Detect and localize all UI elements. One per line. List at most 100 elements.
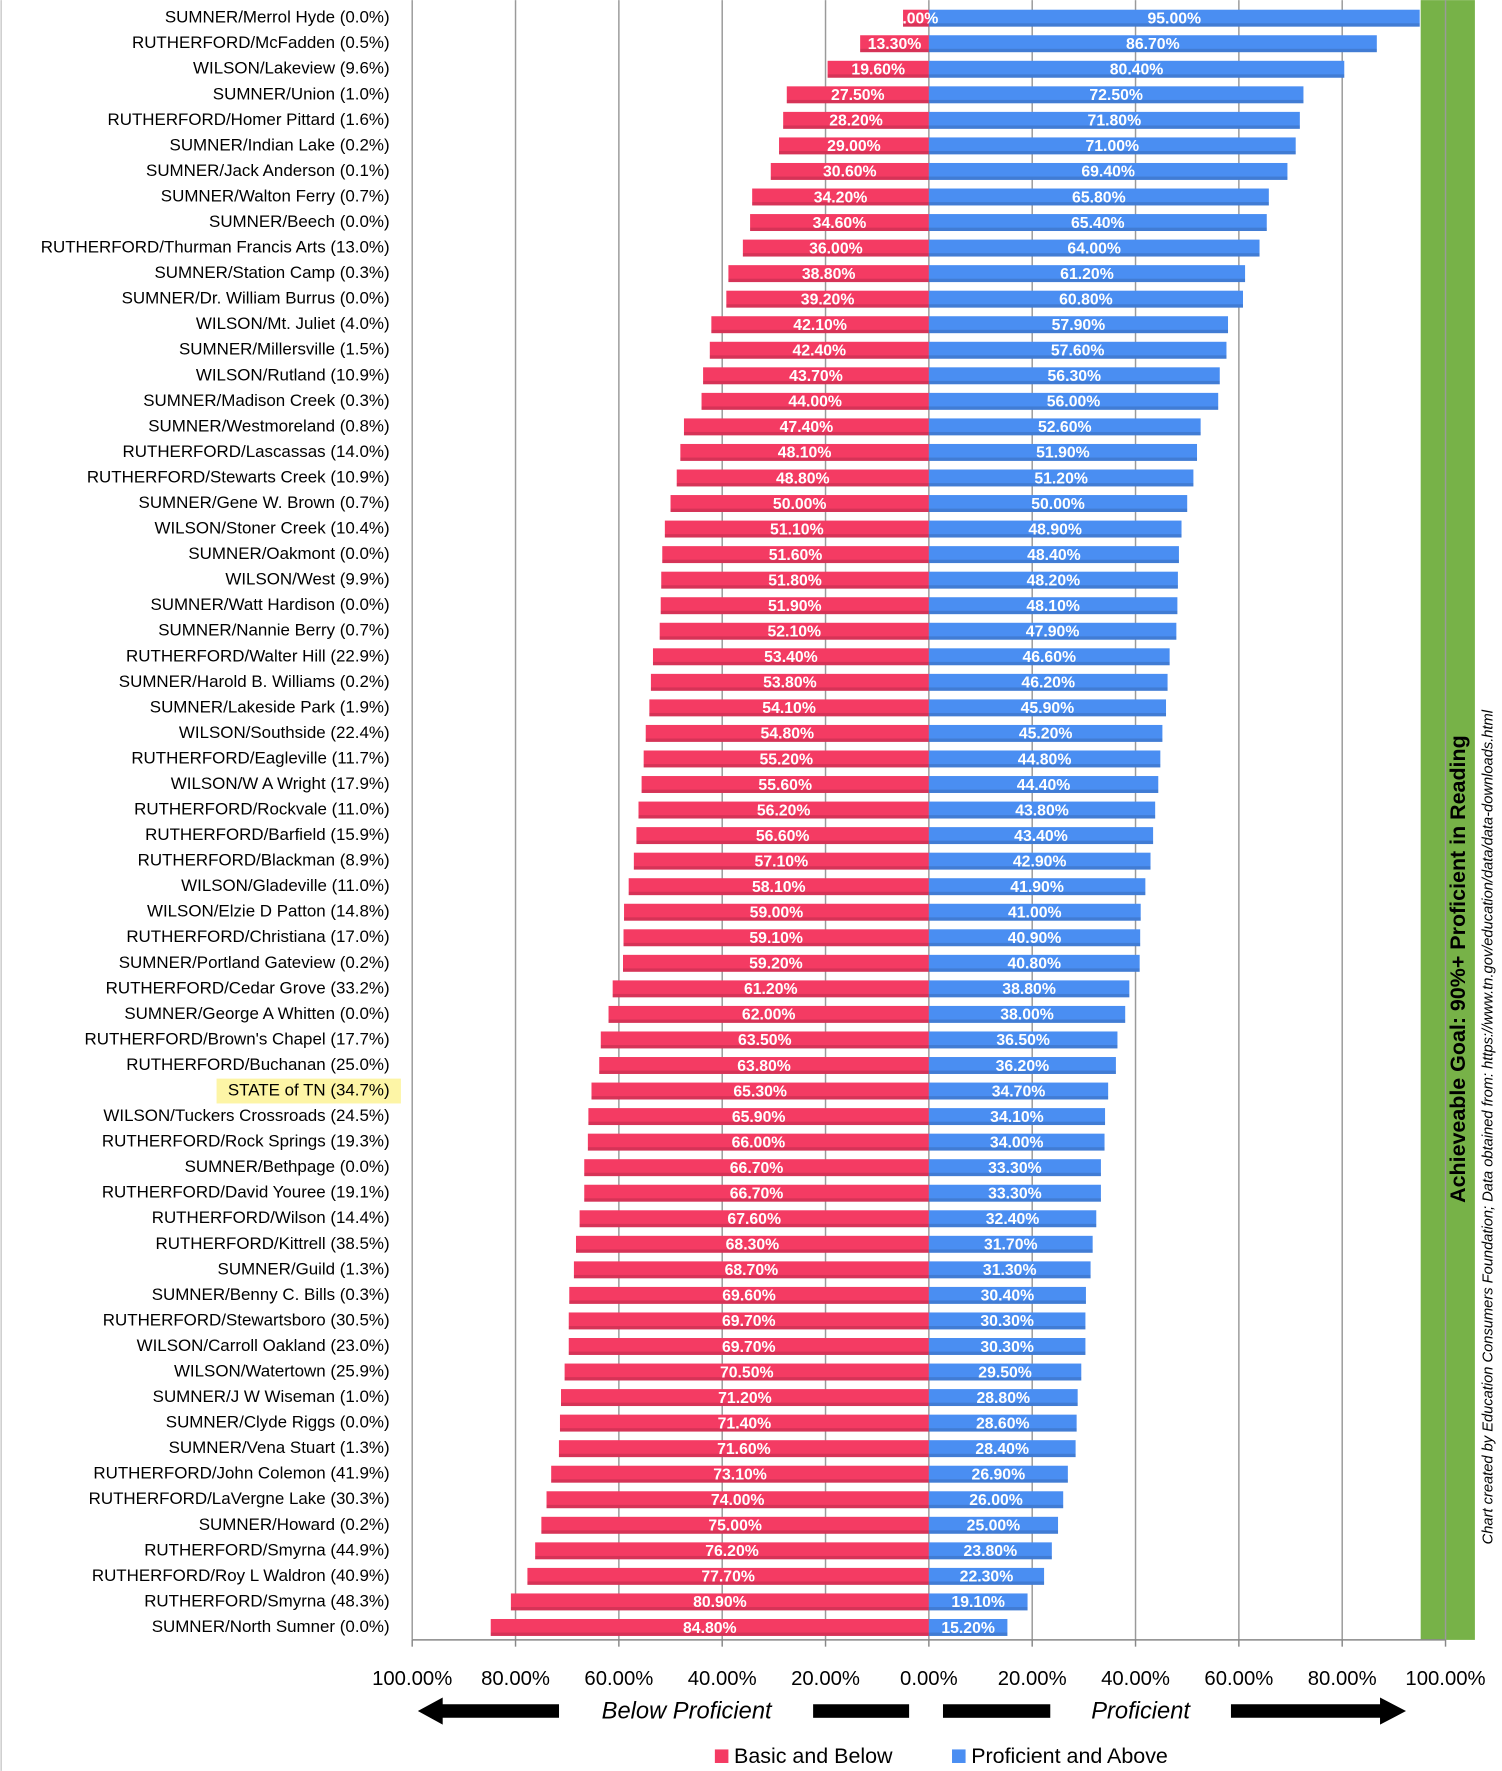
bar-shade xyxy=(588,1121,929,1126)
bar-shade xyxy=(928,1607,1028,1611)
bar xyxy=(558,1440,929,1458)
data-label: 48.20% xyxy=(1027,572,1081,589)
bar xyxy=(928,495,1188,512)
bar xyxy=(726,290,929,308)
bar xyxy=(573,1261,929,1279)
bar xyxy=(928,9,1420,27)
data-label: 23.80% xyxy=(964,1543,1018,1560)
data-label: 48.40% xyxy=(1027,547,1081,564)
bar xyxy=(591,1082,929,1100)
bar xyxy=(928,1414,1077,1432)
data-label: 66.00% xyxy=(732,1134,786,1151)
bar-shade xyxy=(568,1326,929,1330)
bar-shade xyxy=(752,202,929,206)
bar-shade xyxy=(928,661,1170,666)
data-label: 22.30% xyxy=(960,1569,1014,1586)
bar xyxy=(928,418,1201,436)
data-label: 28.40% xyxy=(975,1441,1029,1458)
bar xyxy=(928,1261,1091,1279)
x-tick-label: 40.00% xyxy=(688,1668,757,1690)
bar xyxy=(569,1286,929,1304)
category-label: RUTHERFORD/Smyrna (44.9%) xyxy=(144,1540,389,1559)
data-label: 68.70% xyxy=(725,1262,779,1279)
data-label: 42.90% xyxy=(1013,853,1067,870)
labels: 100.00% 80.00% 60.00% 40.00% 20.00% 0.00% 20.0… xyxy=(41,8,1486,1690)
data-label: 27.50% xyxy=(831,87,885,104)
category-label: SUMNER/Benny C. Bills (0.3%) xyxy=(152,1285,390,1304)
data-label: 80.90% xyxy=(693,1594,747,1611)
data-label: 28.20% xyxy=(829,113,883,130)
data-label: 40.90% xyxy=(1008,930,1062,947)
data-label: 30.30% xyxy=(980,1313,1034,1330)
bar-shade xyxy=(928,687,1168,691)
bar xyxy=(928,954,1140,972)
bar-shade xyxy=(750,227,929,232)
bar-shade xyxy=(584,1172,929,1177)
bar xyxy=(928,1159,1101,1177)
data-label: 86.70% xyxy=(1126,36,1180,53)
data-label: 31.30% xyxy=(983,1262,1037,1279)
data-label: 75.00% xyxy=(708,1518,762,1535)
bar-shade xyxy=(928,712,1167,717)
legend-swatch xyxy=(714,1749,729,1763)
bar xyxy=(928,188,1269,206)
bar xyxy=(928,1593,1028,1611)
bar xyxy=(928,622,1177,640)
bar xyxy=(928,341,1227,359)
data-label: 48.10% xyxy=(1026,598,1080,615)
bar xyxy=(928,111,1300,129)
data-label: 71.60% xyxy=(717,1441,771,1458)
bar xyxy=(928,1031,1118,1049)
bar-shade xyxy=(928,1555,1052,1560)
data-label: 56.60% xyxy=(756,828,810,845)
bar xyxy=(510,1593,929,1611)
data-label: 59.20% xyxy=(749,956,803,973)
category-label: SUMNER/J W Wiseman (1.0%) xyxy=(153,1387,390,1406)
data-label: 69.70% xyxy=(722,1339,776,1356)
bar-shade xyxy=(652,661,929,666)
category-label: WILSON/Tuckers Crossroads (24.5%) xyxy=(103,1106,389,1125)
bar-shade xyxy=(928,1632,1008,1636)
bar xyxy=(928,1542,1052,1560)
bar-shade xyxy=(827,74,929,78)
category-label: RUTHERFORD/Stewarts Creek (10.9%) xyxy=(87,467,390,486)
bar-shade xyxy=(928,789,1159,793)
bar-shade xyxy=(928,585,1178,589)
data-label: 74.00% xyxy=(711,1492,765,1509)
bar-shade xyxy=(628,891,929,896)
bar xyxy=(561,1389,929,1407)
bar-shade xyxy=(903,23,929,27)
bar-shade xyxy=(623,968,929,972)
data-label: 84.80% xyxy=(683,1620,737,1637)
category-label: WILSON/Stoner Creek (10.4%) xyxy=(155,519,390,538)
bar xyxy=(643,750,929,768)
bar-shade xyxy=(928,457,1198,461)
bar-shade xyxy=(928,1223,1097,1228)
bar-shade xyxy=(608,1019,929,1023)
bar xyxy=(928,1286,1086,1304)
bar xyxy=(928,290,1244,308)
bar-shade xyxy=(786,99,929,104)
data-label: 51.20% xyxy=(1034,470,1088,487)
bar xyxy=(752,188,929,206)
bar xyxy=(928,1005,1126,1023)
bar-shade xyxy=(546,1504,929,1509)
data-label: 65.80% xyxy=(1072,189,1126,206)
bar-shade xyxy=(701,406,929,410)
bar xyxy=(579,1210,929,1228)
data-label: 36.00% xyxy=(809,240,863,257)
bar xyxy=(779,137,929,155)
bar xyxy=(928,1235,1093,1253)
bar-shade xyxy=(928,48,1377,53)
bar-shade xyxy=(779,150,929,155)
data-label: 47.40% xyxy=(780,419,834,436)
bar-shade xyxy=(624,917,929,921)
source-note: Chart created by Education Consumers Fou… xyxy=(1480,709,1496,1544)
bar-shade xyxy=(726,304,929,308)
data-label: 71.80% xyxy=(1088,113,1142,130)
bar-shade xyxy=(623,942,929,947)
data-label: 66.70% xyxy=(730,1160,784,1177)
bar-shade xyxy=(928,1428,1077,1432)
data-label: 59.00% xyxy=(750,905,804,922)
data-label: 55.60% xyxy=(758,777,812,794)
